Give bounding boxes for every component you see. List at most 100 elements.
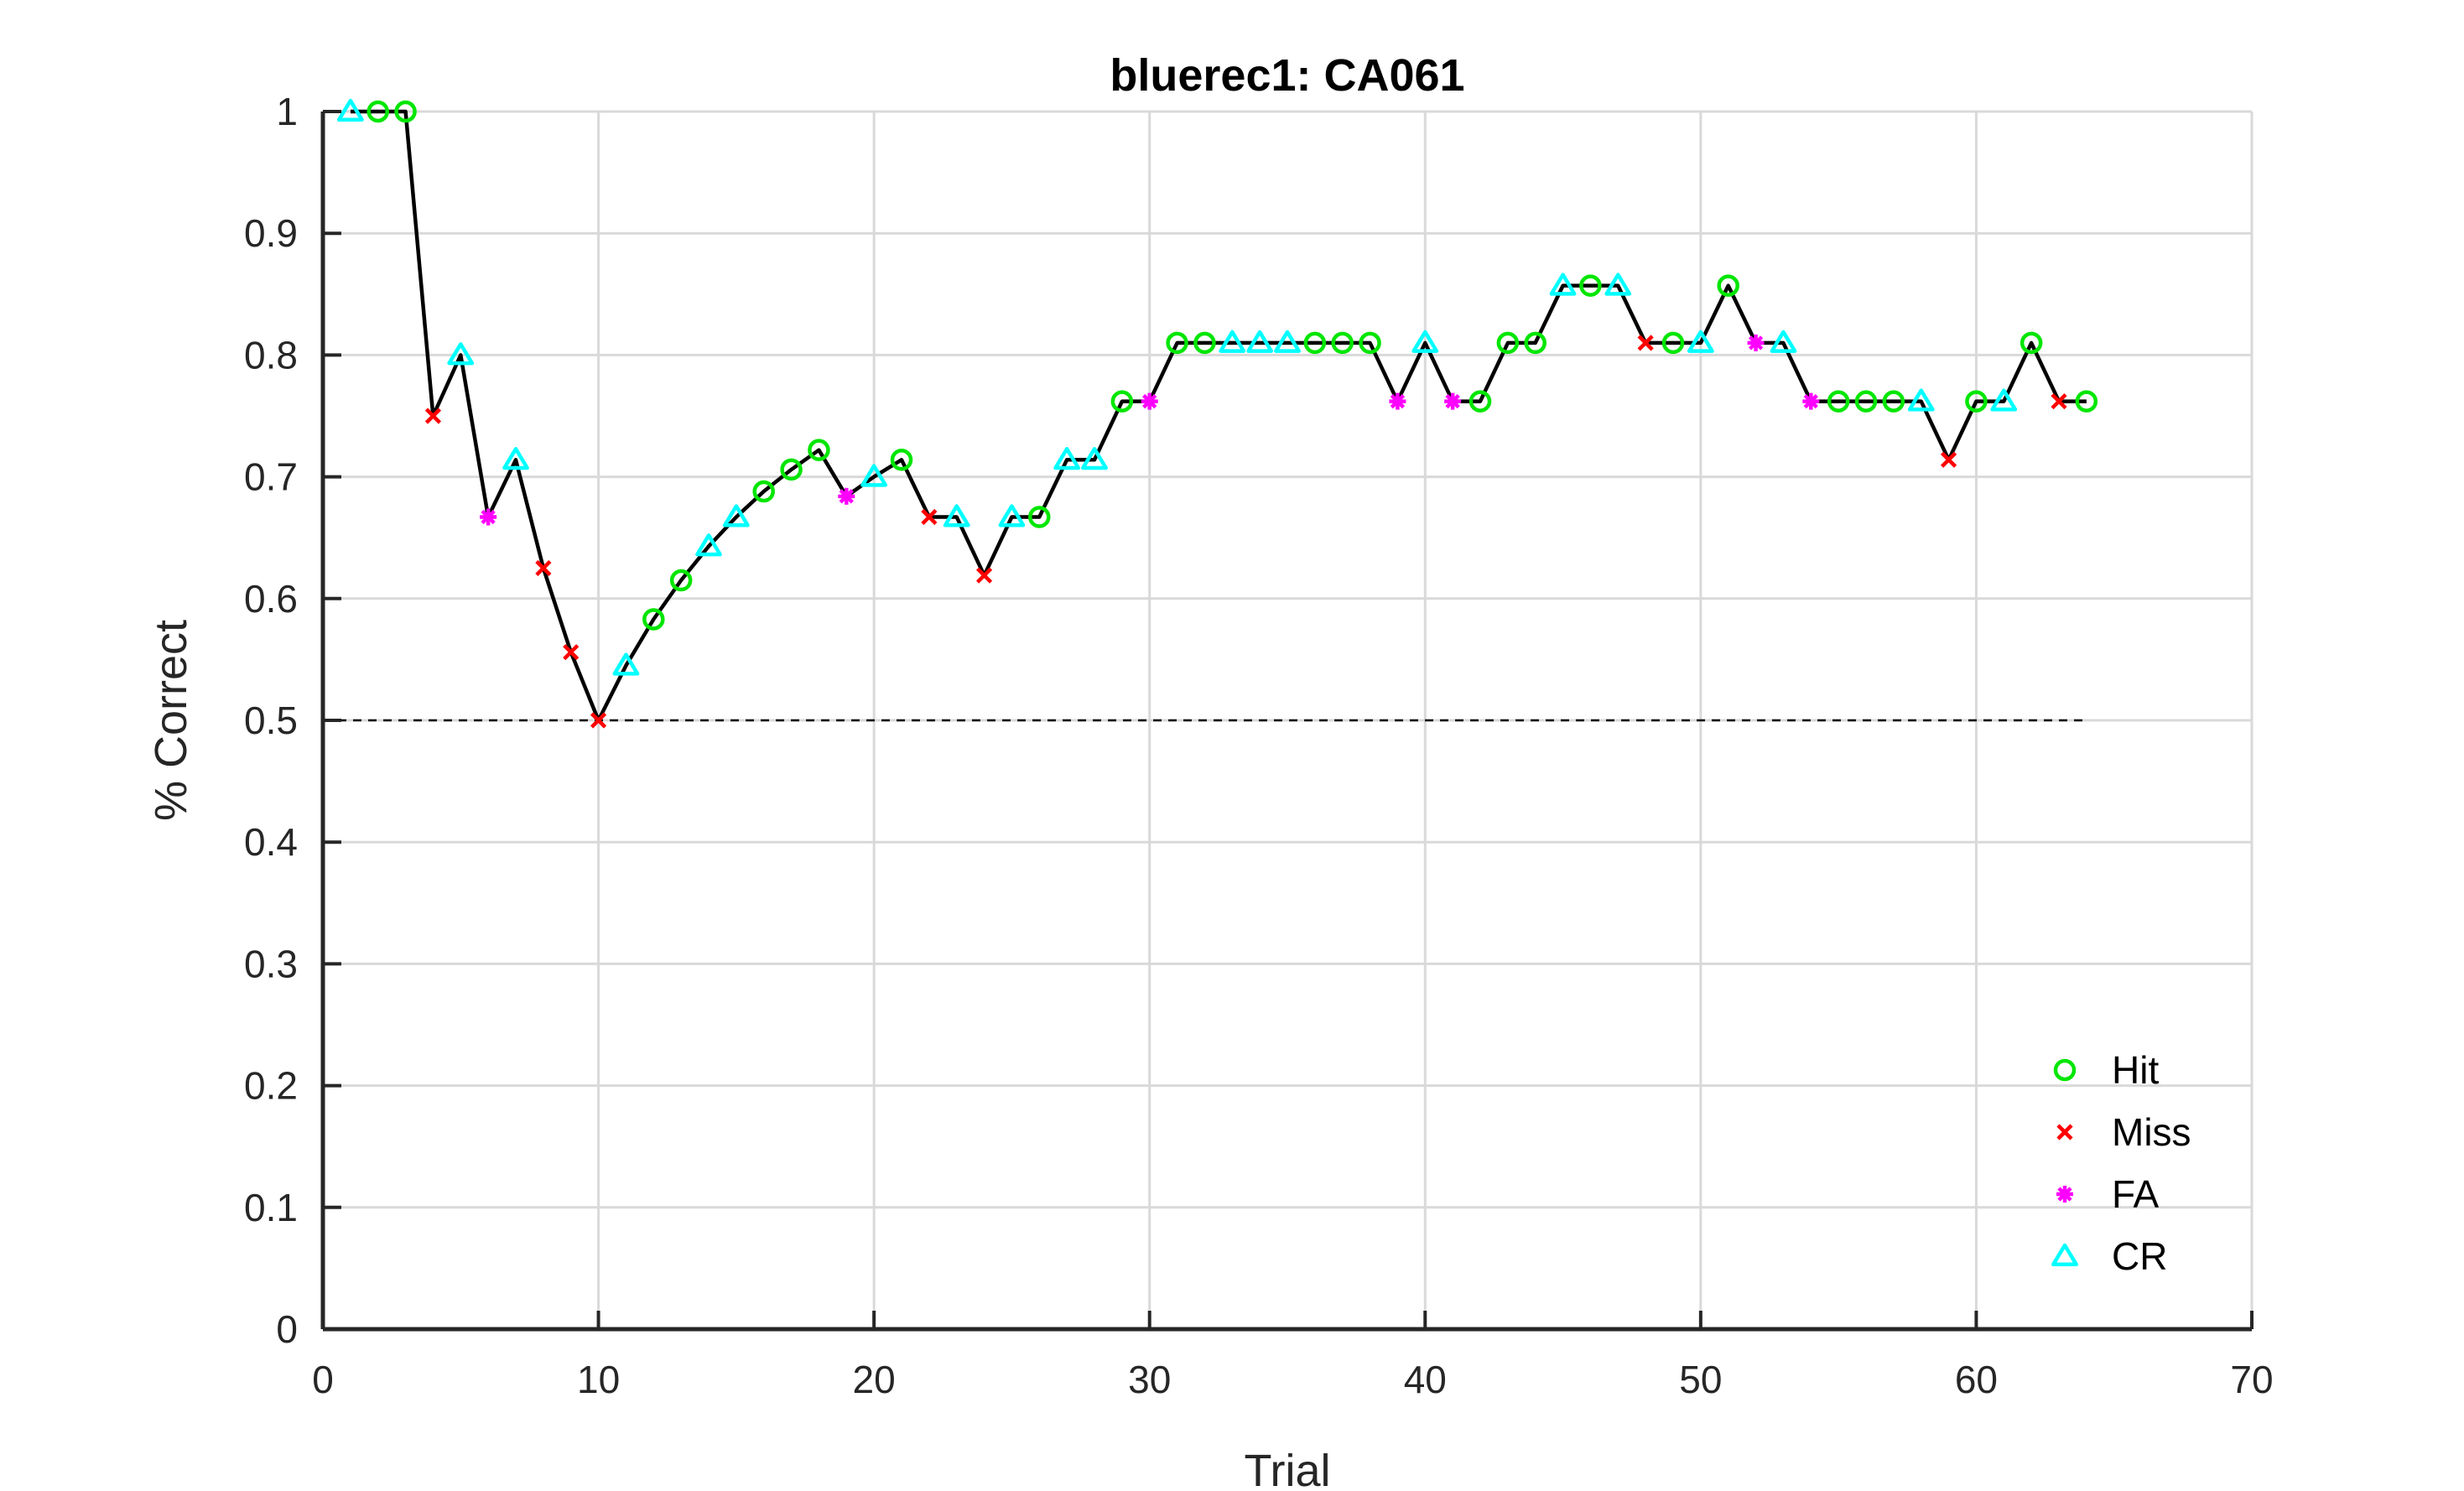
- marker-miss-trial-9: [563, 644, 580, 661]
- marker-hit-trial-26: [1028, 506, 1051, 528]
- marker-hit-trial-18: [808, 439, 830, 461]
- marker-cr-trial-40: [1411, 330, 1439, 353]
- marker-hit-trial-64: [2075, 390, 2098, 413]
- y-tick-label-0: 0: [276, 1307, 298, 1351]
- ticks: 0 10 20 30 40 50 60 70 0 0.1 0.2 0.3 0.4 0.5 0.6 0.7 0.8…: [244, 90, 2274, 1401]
- x-axis-title: Trial: [1245, 1446, 1331, 1491]
- legend-label-miss: Miss: [2112, 1110, 2191, 1154]
- marker-cr-trial-35: [1274, 330, 1301, 353]
- x-tick-label-70: 70: [2230, 1358, 2273, 1401]
- marker-fa-trial-39: [1389, 392, 1406, 410]
- marker-cr-trial-28: [1081, 447, 1108, 470]
- y-axis-title: % Correct: [146, 620, 196, 821]
- marker-miss-trial-63: [2051, 392, 2067, 410]
- legend-label-cr: CR: [2112, 1234, 2167, 1278]
- x-tick-label-50: 50: [1679, 1358, 1722, 1401]
- legend: Hit Miss FA CR: [2051, 1048, 2191, 1278]
- marker-cr-trial-14: [695, 533, 722, 557]
- marker-hit-trial-37: [1331, 331, 1354, 355]
- legend-item-miss: Miss: [2056, 1110, 2191, 1154]
- marker-cr-trial-53: [1770, 330, 1797, 353]
- marker-miss-trial-22: [921, 508, 938, 526]
- marker-miss-trial-4: [424, 408, 442, 424]
- y-tick-label-0.3: 0.3: [244, 942, 298, 985]
- x-tick-label-60: 60: [1955, 1358, 1998, 1401]
- marker-cr-trial-23: [943, 504, 970, 527]
- marker-hit-trial-43: [1496, 331, 1520, 355]
- marker-hit-trial-57: [1882, 390, 1905, 413]
- marker-hit-trial-32: [1193, 331, 1216, 355]
- marker-cr-trial-50: [1687, 330, 1714, 353]
- marker-hit-trial-56: [1854, 390, 1878, 413]
- chart-title: bluerec1: CA061: [1110, 50, 1464, 101]
- marker-hit-trial-17: [780, 458, 803, 481]
- legend-item-fa: FA: [2056, 1172, 2160, 1216]
- x-tick-label-0: 0: [312, 1358, 334, 1401]
- marker-hit-trial-13: [669, 569, 693, 592]
- legend-marker-hit: [2053, 1058, 2077, 1082]
- marker-hit-trial-51: [1717, 274, 1739, 297]
- y-tick-label-0.4: 0.4: [244, 820, 298, 864]
- marker-hit-trial-60: [1965, 390, 1988, 413]
- y-tick-label-0.9: 0.9: [244, 211, 298, 255]
- marker-hit-trial-38: [1359, 331, 1381, 355]
- marker-hit-trial-42: [1469, 390, 1492, 413]
- legend-marker-cr: [2051, 1243, 2078, 1267]
- x-tick-label-10: 10: [577, 1358, 620, 1401]
- marker-fa-trial-30: [1141, 392, 1158, 410]
- marker-hit-trial-29: [1110, 390, 1134, 413]
- marker-hit-trial-2: [366, 100, 389, 123]
- marker-hit-trial-12: [642, 608, 665, 631]
- marker-fa-trial-54: [1802, 392, 1820, 410]
- performance-line: [350, 109, 2087, 723]
- marker-hit-trial-46: [1579, 274, 1602, 297]
- x-tick-label-20: 20: [853, 1358, 896, 1401]
- marker-hit-trial-16: [752, 480, 775, 503]
- marker-cr-trial-25: [998, 504, 1026, 527]
- marker-cr-trial-27: [1053, 447, 1081, 470]
- y-tick-label-1: 1: [276, 90, 298, 133]
- marker-hit-trial-3: [394, 100, 417, 123]
- marker-cr-trial-45: [1549, 273, 1577, 296]
- marker-cr-trial-34: [1246, 330, 1274, 353]
- x-tick-label-30: 30: [1128, 1358, 1171, 1401]
- legend-marker-miss: [2056, 1124, 2073, 1140]
- marker-cr-trial-33: [1219, 330, 1246, 353]
- marker-cr-trial-15: [722, 504, 750, 527]
- marker-cr-trial-58: [1907, 388, 1935, 412]
- legend-label-fa: FA: [2112, 1172, 2160, 1216]
- y-tick-label-0.8: 0.8: [244, 333, 298, 377]
- marker-cr-trial-5: [447, 342, 475, 366]
- marker-fa-trial-19: [838, 487, 855, 505]
- marker-hit-trial-44: [1524, 331, 1546, 355]
- legend-item-cr: CR: [2051, 1234, 2167, 1278]
- y-tick-label-0.1: 0.1: [244, 1186, 298, 1229]
- y-tick-label-0.2: 0.2: [244, 1064, 298, 1108]
- marker-cr-trial-47: [1604, 273, 1632, 296]
- marker-hit-trial-62: [2020, 331, 2043, 355]
- marker-hit-trial-49: [1661, 331, 1685, 355]
- marker-cr-trial-20: [860, 464, 888, 487]
- marker-hit-trial-31: [1166, 331, 1188, 355]
- marker-miss-trial-59: [1940, 451, 1957, 468]
- legend-label-hit: Hit: [2112, 1048, 2159, 1092]
- y-tick-label-0.7: 0.7: [244, 455, 298, 499]
- legend-item-hit: Hit: [2053, 1048, 2159, 1092]
- y-tick-label-0.5: 0.5: [244, 699, 298, 742]
- x-tick-label-40: 40: [1404, 1358, 1447, 1401]
- data-line-layer: [350, 109, 2087, 723]
- marker-hit-trial-36: [1303, 331, 1327, 355]
- marker-fa-trial-41: [1444, 392, 1462, 410]
- marker-hit-trial-55: [1827, 390, 1850, 413]
- marker-miss-trial-24: [975, 567, 993, 584]
- marker-cr-trial-7: [502, 447, 529, 470]
- marker-cr-trial-61: [1990, 388, 2018, 412]
- legend-marker-fa: [2056, 1186, 2073, 1203]
- marker-fa-trial-52: [1747, 334, 1765, 351]
- marker-miss-trial-8: [535, 559, 552, 577]
- marker-miss-trial-10: [590, 712, 607, 729]
- marker-fa-trial-6: [480, 508, 497, 526]
- marker-cr-trial-1: [336, 98, 364, 122]
- marker-hit-trial-21: [890, 449, 913, 471]
